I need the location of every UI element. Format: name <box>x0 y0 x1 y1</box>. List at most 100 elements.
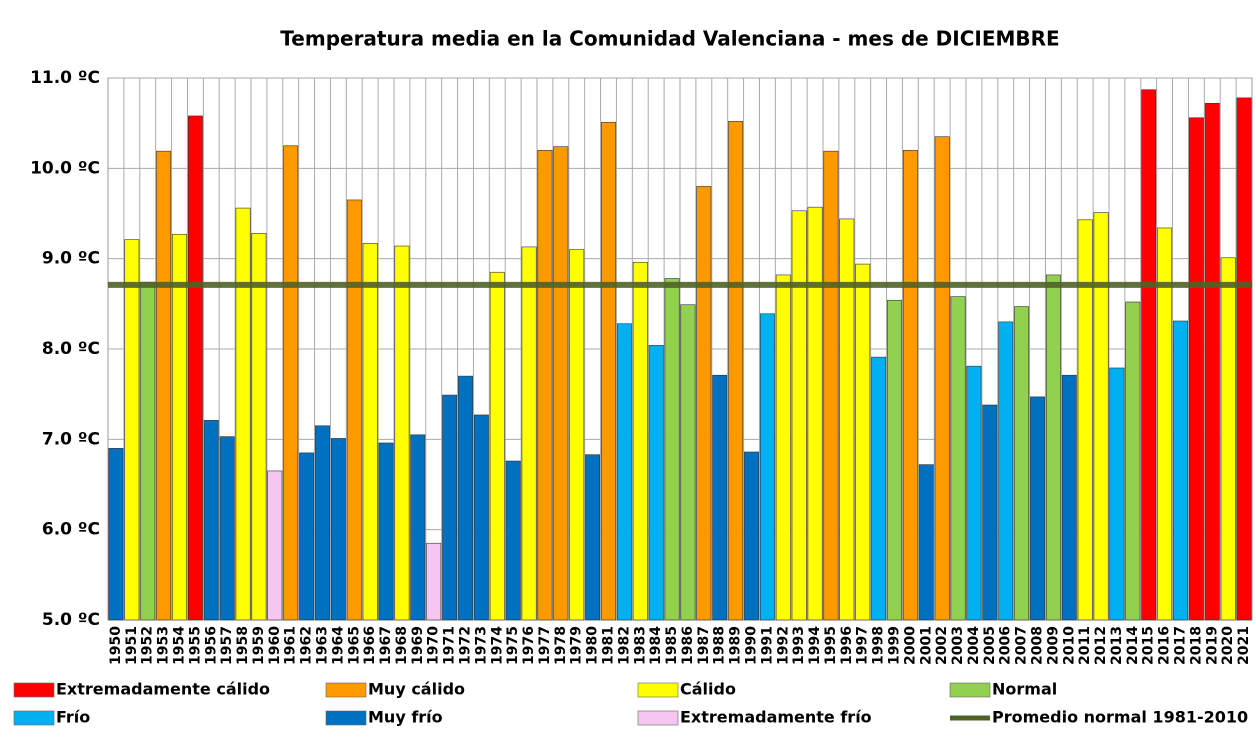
legend-label: Muy frío <box>368 708 443 727</box>
bar <box>855 263 871 621</box>
bar <box>203 420 219 621</box>
bar <box>664 278 680 621</box>
y-tick-label: 5.0 ºC <box>42 610 100 630</box>
bar <box>156 150 172 621</box>
x-tick-label: 1967 <box>378 626 394 665</box>
x-tick-label: 1968 <box>394 626 410 665</box>
x-tick-label: 1952 <box>140 626 156 665</box>
x-tick-label: 2015 <box>1141 626 1157 665</box>
x-tick-label: 1989 <box>728 626 744 665</box>
bar <box>807 206 823 621</box>
bar <box>1061 374 1077 621</box>
x-tick-label: 1987 <box>696 626 712 665</box>
x-tick-label: 2019 <box>1204 626 1220 665</box>
x-tick-label: 1977 <box>537 626 553 665</box>
x-tick-label: 2010 <box>1061 626 1077 665</box>
bar <box>839 218 855 621</box>
bar <box>1173 320 1188 621</box>
legend-swatch <box>637 710 679 726</box>
bar <box>362 243 378 621</box>
bar <box>505 460 521 621</box>
bar <box>442 394 458 621</box>
x-tick-label: 2003 <box>950 626 966 665</box>
legend-swatch <box>13 710 55 726</box>
legend-swatch <box>949 682 991 698</box>
bar <box>458 375 473 621</box>
bar <box>315 425 330 621</box>
bar <box>172 233 187 621</box>
x-tick-label: 2007 <box>1014 626 1030 665</box>
x-tick-label: 2004 <box>966 626 982 665</box>
x-tick-label: 1982 <box>616 626 632 665</box>
x-tick-label: 1973 <box>473 626 489 665</box>
bar <box>537 149 553 621</box>
legend-label: Muy cálido <box>368 680 465 699</box>
legend-swatch <box>637 682 679 698</box>
bar <box>1141 89 1157 621</box>
x-tick-label: 1972 <box>458 626 474 665</box>
bar <box>553 146 569 621</box>
bar <box>966 365 982 621</box>
bar <box>1236 97 1252 621</box>
bar <box>267 470 283 621</box>
x-tick-label: 1991 <box>759 626 775 665</box>
legend-label: Promedio normal 1981-2010 <box>992 708 1248 727</box>
bar <box>744 451 759 621</box>
y-tick-label: 11.0 ºC <box>30 68 100 88</box>
bar <box>759 313 775 621</box>
x-tick-label: 1975 <box>505 626 521 665</box>
x-tick-label: 1985 <box>664 626 680 665</box>
x-tick-label: 1950 <box>108 626 124 665</box>
bar <box>378 442 394 621</box>
bar <box>696 186 712 621</box>
x-tick-label: 1992 <box>775 626 791 665</box>
y-tick-label: 7.0 ºC <box>42 429 100 449</box>
bar <box>1125 301 1141 621</box>
bar <box>426 542 442 621</box>
x-tick-label: 2020 <box>1220 626 1236 665</box>
x-tick-label: 1959 <box>251 626 267 665</box>
y-tick-label: 10.0 ºC <box>30 158 100 178</box>
bar <box>1109 367 1125 621</box>
bar <box>1014 306 1030 621</box>
bar <box>1093 212 1109 621</box>
bar <box>712 374 728 621</box>
bar <box>124 239 140 621</box>
bar <box>1204 102 1220 621</box>
legend-swatch <box>325 682 367 698</box>
bar <box>1220 257 1236 621</box>
bar <box>585 454 601 621</box>
x-tick-label: 2001 <box>918 626 934 665</box>
legend-label: Extremadamente cálido <box>56 680 270 699</box>
x-tick-label: 2005 <box>982 626 998 665</box>
x-tick-label: 1974 <box>489 626 505 665</box>
bar <box>187 115 203 621</box>
x-tick-label: 1997 <box>855 626 871 665</box>
x-tick-label: 1984 <box>648 626 664 665</box>
bar <box>934 136 950 621</box>
y-tick-label: 9.0 ºC <box>42 249 100 269</box>
bar <box>219 436 235 621</box>
x-tick-label: 1954 <box>172 626 188 665</box>
bar <box>251 233 267 621</box>
x-tick-label: 1986 <box>680 626 696 665</box>
y-tick-label: 8.0 ºC <box>42 339 100 359</box>
bar <box>680 304 696 621</box>
x-tick-label: 1981 <box>601 626 617 665</box>
x-tick-label: 1953 <box>156 626 172 665</box>
x-tick-label: 1983 <box>632 626 648 665</box>
legend-label: Frío <box>56 708 90 727</box>
bar <box>140 281 156 621</box>
bar <box>998 321 1014 621</box>
bar <box>1077 219 1093 621</box>
bar <box>346 199 362 621</box>
x-tick-label: 1970 <box>426 626 442 665</box>
x-tick-label: 1956 <box>203 626 219 665</box>
bar <box>283 145 299 621</box>
bar <box>108 448 124 621</box>
legend-swatch <box>325 710 367 726</box>
bar <box>569 249 585 621</box>
x-tick-label: 2009 <box>1045 626 1061 665</box>
x-tick-label: 2021 <box>1236 626 1252 665</box>
x-tick-label: 1980 <box>585 626 601 665</box>
